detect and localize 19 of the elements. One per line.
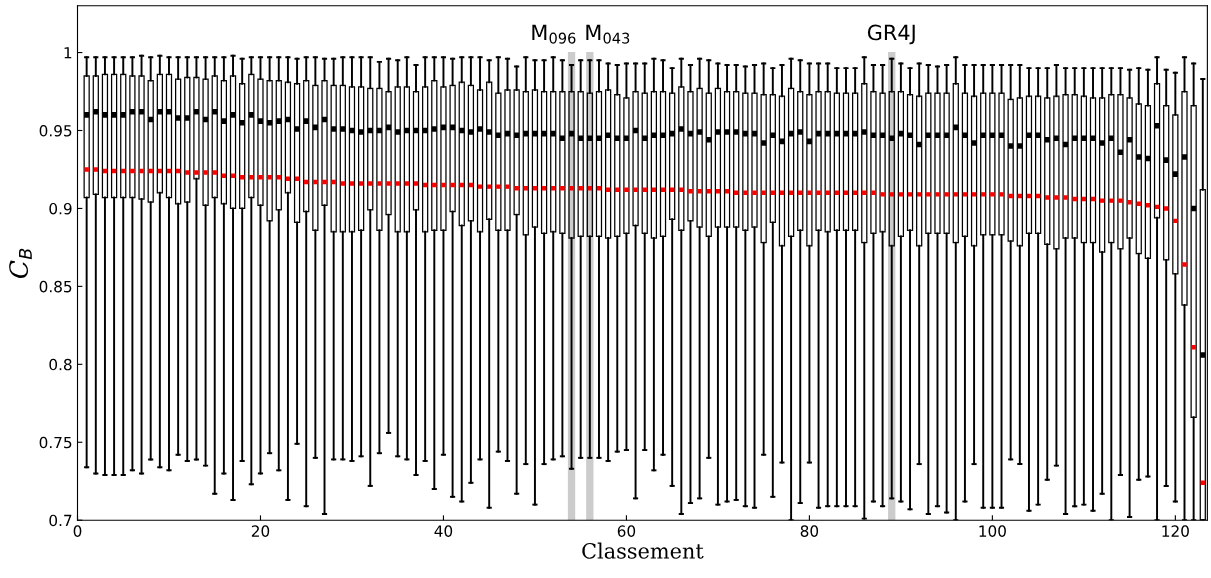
x-tick-label: 0 [73, 525, 82, 537]
y-tick-label: 0.75 [39, 436, 72, 449]
band-label: M$_{096}$ [532, 24, 576, 44]
y-tick-label: 0.7 [49, 514, 72, 527]
y-tick-label: 0.8 [49, 358, 72, 371]
x-tick-label: 80 [800, 525, 819, 537]
y-axis-title: C$_{B}$ [9, 248, 32, 278]
x-tick-label: 20 [251, 525, 270, 537]
x-axis-title: Classement [582, 542, 704, 559]
x-tick-label: 40 [434, 525, 453, 537]
y-tick-label: 0.85 [39, 280, 72, 293]
x-tick-label: 60 [617, 525, 636, 537]
x-tick-label: 120 [1162, 525, 1189, 537]
y-tick-label: 1 [64, 47, 72, 59]
x-tick-label: 100 [979, 525, 1006, 537]
y-tick-label: 0.95 [39, 124, 72, 137]
y-tick-label: 0.9 [49, 202, 72, 215]
band-label: M$_{043}$ [586, 24, 630, 44]
band-label: GR4J [867, 24, 915, 45]
